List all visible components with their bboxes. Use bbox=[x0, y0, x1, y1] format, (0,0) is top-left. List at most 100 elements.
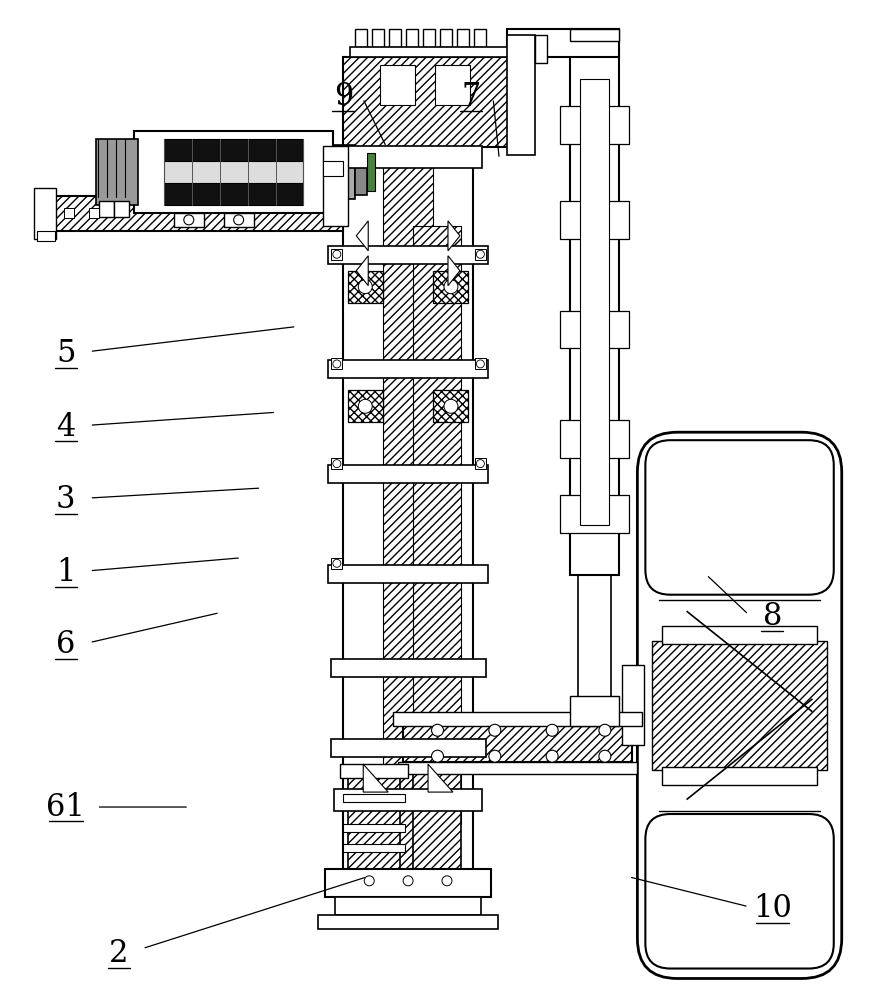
Circle shape bbox=[598, 724, 611, 736]
Bar bbox=[389, 29, 401, 47]
Circle shape bbox=[431, 750, 444, 762]
Bar bbox=[406, 29, 418, 47]
Text: 8: 8 bbox=[763, 601, 782, 632]
Circle shape bbox=[476, 250, 484, 258]
Bar bbox=[367, 153, 375, 191]
Polygon shape bbox=[448, 221, 460, 251]
Bar bbox=[433, 271, 468, 303]
Bar bbox=[433, 390, 468, 422]
Bar bbox=[393, 712, 643, 726]
FancyBboxPatch shape bbox=[645, 814, 834, 969]
Bar bbox=[560, 201, 629, 239]
Circle shape bbox=[358, 280, 372, 294]
Bar bbox=[37, 231, 55, 241]
Bar bbox=[435, 65, 470, 105]
Text: 9: 9 bbox=[333, 81, 353, 112]
Bar bbox=[569, 29, 620, 41]
Circle shape bbox=[546, 750, 558, 762]
Text: 3: 3 bbox=[56, 485, 75, 516]
Bar bbox=[652, 641, 827, 770]
Bar bbox=[174, 213, 203, 227]
Bar bbox=[474, 29, 486, 47]
Bar bbox=[328, 565, 488, 583]
Circle shape bbox=[489, 724, 501, 736]
Circle shape bbox=[546, 724, 558, 736]
Bar bbox=[580, 79, 609, 525]
Bar bbox=[332, 249, 342, 260]
Bar bbox=[423, 29, 435, 47]
Bar bbox=[328, 465, 488, 483]
Bar bbox=[164, 161, 303, 183]
Bar bbox=[328, 246, 488, 264]
FancyBboxPatch shape bbox=[637, 432, 842, 978]
Bar bbox=[343, 844, 405, 852]
Bar bbox=[65, 208, 74, 218]
Circle shape bbox=[333, 360, 341, 368]
Polygon shape bbox=[428, 764, 453, 792]
Bar bbox=[50, 196, 343, 231]
Bar bbox=[662, 767, 817, 785]
Bar bbox=[324, 146, 348, 226]
Bar bbox=[398, 762, 637, 774]
Bar bbox=[343, 794, 405, 802]
Bar bbox=[622, 665, 644, 745]
Bar bbox=[318, 915, 498, 929]
Bar bbox=[332, 358, 342, 369]
Bar bbox=[340, 764, 408, 778]
Bar bbox=[324, 161, 343, 176]
Circle shape bbox=[184, 215, 194, 225]
Bar bbox=[475, 358, 486, 369]
Bar bbox=[348, 271, 383, 303]
Bar bbox=[475, 249, 486, 260]
Bar bbox=[343, 57, 507, 147]
Bar bbox=[569, 696, 620, 726]
Bar bbox=[355, 29, 367, 47]
Bar bbox=[325, 869, 491, 897]
Circle shape bbox=[364, 876, 374, 886]
Circle shape bbox=[333, 460, 341, 468]
Bar bbox=[372, 29, 385, 47]
Bar bbox=[332, 458, 342, 469]
Circle shape bbox=[444, 399, 458, 413]
Text: 7: 7 bbox=[461, 81, 481, 112]
Bar bbox=[332, 739, 486, 757]
Circle shape bbox=[333, 559, 341, 567]
Text: 10: 10 bbox=[753, 893, 792, 924]
Polygon shape bbox=[356, 256, 369, 286]
Bar bbox=[662, 626, 817, 644]
Bar bbox=[334, 146, 482, 168]
Circle shape bbox=[489, 750, 501, 762]
Bar bbox=[475, 458, 486, 469]
Bar bbox=[333, 145, 355, 199]
Bar bbox=[403, 724, 632, 762]
Bar bbox=[334, 789, 482, 811]
Text: 6: 6 bbox=[56, 629, 75, 660]
Bar bbox=[134, 131, 333, 213]
Bar bbox=[332, 659, 486, 677]
Circle shape bbox=[403, 876, 413, 886]
Bar bbox=[457, 29, 469, 47]
Bar bbox=[413, 774, 461, 869]
FancyBboxPatch shape bbox=[645, 440, 834, 595]
Circle shape bbox=[442, 876, 452, 886]
Bar bbox=[560, 106, 629, 144]
Bar bbox=[355, 149, 367, 195]
Bar bbox=[343, 824, 405, 832]
Circle shape bbox=[444, 280, 458, 294]
Circle shape bbox=[358, 399, 372, 413]
Circle shape bbox=[476, 360, 484, 368]
Text: 1: 1 bbox=[56, 557, 75, 588]
Text: 5: 5 bbox=[56, 338, 75, 369]
Bar bbox=[332, 558, 342, 569]
Bar bbox=[535, 35, 546, 63]
Bar bbox=[383, 146, 433, 874]
Bar bbox=[560, 420, 629, 458]
Polygon shape bbox=[356, 221, 369, 251]
Bar bbox=[224, 213, 254, 227]
Text: 4: 4 bbox=[56, 412, 75, 443]
Bar bbox=[96, 139, 138, 205]
Bar bbox=[440, 29, 452, 47]
Bar bbox=[380, 65, 415, 105]
Circle shape bbox=[598, 750, 611, 762]
Bar bbox=[89, 208, 99, 218]
